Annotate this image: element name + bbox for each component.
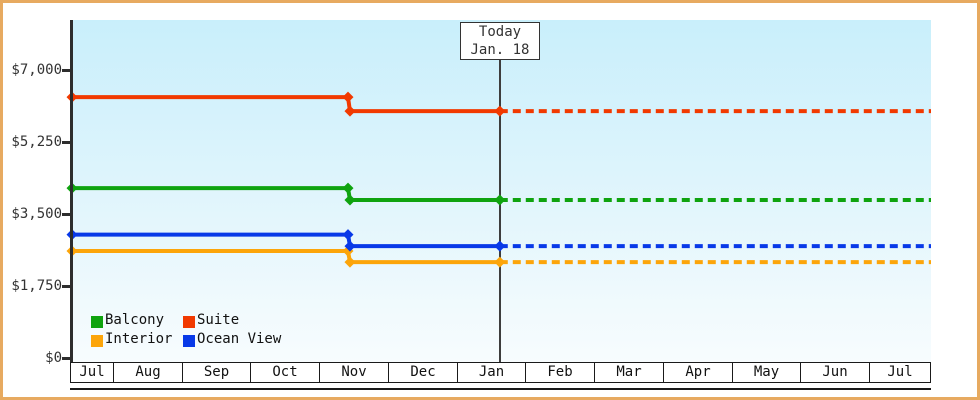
plot-area: Balcony Suite Interior Ocean View <box>66 20 931 362</box>
price-point-marker <box>494 105 506 117</box>
month-cell-sep-2: Sep <box>182 362 251 383</box>
y-tick-label: $1,750 <box>11 278 62 294</box>
price-point-marker <box>494 256 506 268</box>
month-cell-aug-1: Aug <box>113 362 183 383</box>
today-vertical-line <box>499 60 501 362</box>
price-line <box>72 249 500 265</box>
today-date: Jan. 18 <box>470 42 530 58</box>
legend-swatch-icon <box>183 316 195 328</box>
today-marker-box: Today Jan. 18 <box>460 22 540 60</box>
legend: Balcony Suite Interior Ocean View <box>91 312 281 350</box>
legend-label: Balcony <box>105 312 165 328</box>
legend-swatch-icon <box>183 335 195 347</box>
price-point-marker <box>342 229 354 241</box>
price-point-marker <box>342 182 354 194</box>
y-tick-mark <box>62 357 70 360</box>
y-tick-mark <box>62 69 70 72</box>
y-tick-mark <box>62 141 70 144</box>
y-tick-mark <box>62 213 70 216</box>
month-cell-apr-9: Apr <box>663 362 733 383</box>
price-point-marker <box>344 105 356 117</box>
legend-label: Interior <box>105 331 173 347</box>
price-history-chart <box>66 91 931 268</box>
y-tick-label: $0 <box>45 350 62 366</box>
legend-item-balcony: Balcony <box>91 312 183 331</box>
month-cell-nov-4: Nov <box>319 362 389 383</box>
today-label: Today <box>478 24 522 40</box>
month-cell-feb-7: Feb <box>525 362 595 383</box>
price-point-marker <box>344 240 356 252</box>
month-cell-may-10: May <box>732 362 801 383</box>
legend-label: Suite <box>197 312 240 328</box>
legend-item-interior: Interior <box>91 331 183 350</box>
month-cell-dec-5: Dec <box>388 362 458 383</box>
month-cell-jun-11: Jun <box>800 362 870 383</box>
series-suite <box>66 91 931 117</box>
legend-item-suite: Suite <box>183 312 239 331</box>
price-point-marker <box>342 91 354 103</box>
y-tick-mark <box>62 285 70 288</box>
price-line <box>72 232 500 249</box>
price-point-marker <box>494 194 506 206</box>
series-interior <box>66 245 931 268</box>
legend-swatch-icon <box>91 316 103 328</box>
legend-row: Balcony Suite <box>91 312 281 331</box>
legend-row: Interior Ocean View <box>91 331 281 350</box>
month-cell-oct-3: Oct <box>250 362 320 383</box>
price-line <box>72 186 500 203</box>
series-ocean-view <box>66 229 931 252</box>
y-axis-line <box>70 20 73 363</box>
legend-item-ocean-view: Ocean View <box>183 331 281 350</box>
month-cell-jul-0: Jul <box>70 362 114 383</box>
month-cell-mar-8: Mar <box>594 362 664 383</box>
month-cell-jan-6: Jan <box>457 362 526 383</box>
x-axis-baseline <box>70 388 931 390</box>
legend-label: Ocean View <box>197 331 282 347</box>
price-line <box>72 95 500 114</box>
price-point-marker <box>344 256 356 268</box>
y-tick-label: $5,250 <box>11 134 62 150</box>
series-balcony <box>66 182 931 206</box>
month-cell-jul-12: Jul <box>869 362 931 383</box>
price-point-marker <box>494 240 506 252</box>
legend-swatch-icon <box>91 335 103 347</box>
y-tick-label: $7,000 <box>11 62 62 78</box>
price-point-marker <box>344 194 356 206</box>
y-tick-label: $3,500 <box>11 206 62 222</box>
x-axis-month-row: Jul Aug Sep Oct Nov Dec Jan Feb Mar Apr May Jun Jul <box>70 362 931 383</box>
